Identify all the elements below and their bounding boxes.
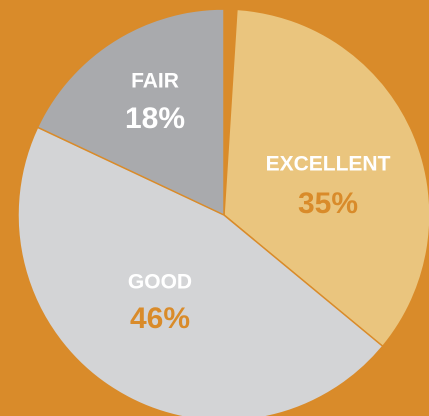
pie-slice (223, 8, 429, 348)
pie-slice (17, 126, 384, 416)
slice-label: FAIR (131, 70, 179, 93)
slice-label: EXCELLENT (266, 153, 391, 176)
slice-value: 18% (125, 102, 185, 135)
slice-value: 35% (298, 187, 358, 220)
slice-value: 46% (130, 302, 190, 335)
slice-label: GOOD (128, 271, 192, 294)
pie-slice (36, 8, 225, 217)
